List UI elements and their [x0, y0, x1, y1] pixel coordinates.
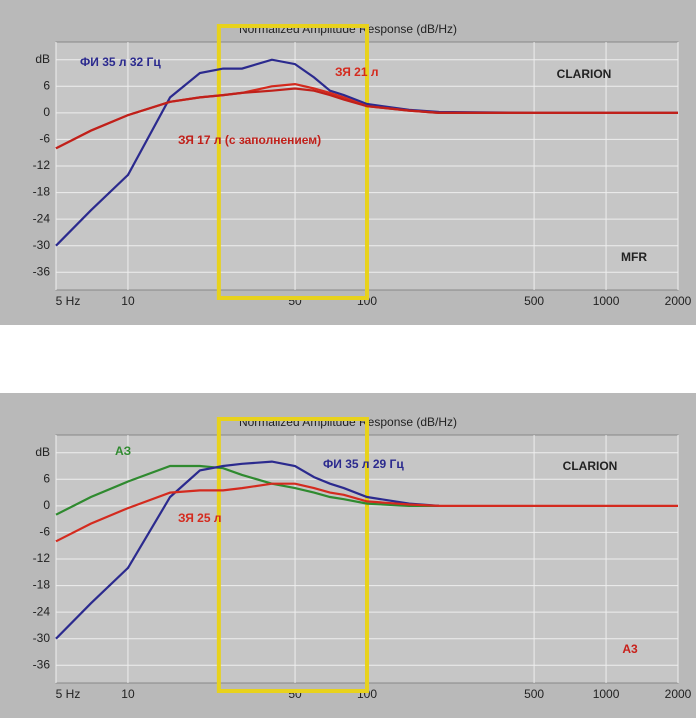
y-tick-label: -36: [33, 264, 51, 278]
y-tick-label: 0: [43, 105, 50, 119]
series-line: [55, 87, 678, 150]
annotation: MFR: [621, 250, 647, 264]
annotation: A3: [622, 642, 638, 656]
series-label: АЗ: [115, 444, 131, 458]
series-line: [55, 460, 440, 640]
x-tick-label: 5 Hz: [56, 687, 81, 701]
y-tick-label: -24: [33, 604, 51, 618]
series-label: ЗЯ 17 л (с заполнением): [178, 133, 321, 147]
x-tick-label: 10: [121, 687, 135, 701]
y-tick-label: -6: [39, 525, 50, 539]
series-label: ФИ 35 л 32 Гц: [80, 55, 161, 69]
y-tick-label: -24: [33, 211, 51, 225]
y-tick-label: -36: [33, 657, 51, 671]
y-tick-label: -18: [33, 185, 51, 199]
y-tick-label: -18: [33, 578, 51, 592]
x-tick-label: 10: [121, 294, 135, 308]
y-tick-label: -12: [33, 551, 51, 565]
annotation: CLARION: [557, 67, 612, 81]
y-tick-label: -6: [39, 132, 50, 146]
series-label: ЗЯ 25 л: [178, 511, 221, 525]
series-label: ЗЯ 21 л: [335, 65, 378, 79]
y-tick-label: -30: [33, 631, 51, 645]
x-tick-label: 1000: [593, 294, 620, 308]
y-tick-label: 0: [43, 498, 50, 512]
x-tick-label: 2000: [665, 687, 692, 701]
y-tick-label: dB: [35, 445, 50, 459]
y-tick-label: 6: [43, 78, 50, 92]
y-tick-label: 6: [43, 471, 50, 485]
x-tick-label: 5 Hz: [56, 294, 81, 308]
x-tick-label: 2000: [665, 294, 692, 308]
x-tick-label: 1000: [593, 687, 620, 701]
annotation: CLARION: [563, 459, 618, 473]
series-label: ФИ 35 л 29 Гц: [323, 457, 404, 471]
x-tick-label: 500: [524, 687, 544, 701]
y-tick-label: dB: [35, 52, 50, 66]
x-tick-label: 500: [524, 294, 544, 308]
y-tick-label: -30: [33, 238, 51, 252]
y-tick-label: -12: [33, 158, 51, 172]
highlight-box: [216, 24, 369, 300]
series-line: [55, 482, 678, 543]
highlight-box: [216, 417, 369, 693]
